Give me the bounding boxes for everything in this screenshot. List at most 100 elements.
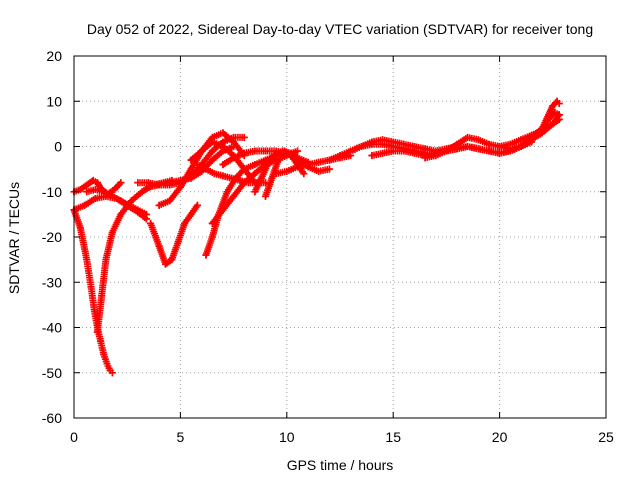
data-points bbox=[70, 97, 563, 377]
grid-lines bbox=[74, 56, 606, 418]
data-point bbox=[368, 152, 376, 160]
data-point bbox=[315, 167, 323, 175]
data-point bbox=[251, 188, 259, 196]
data-point bbox=[304, 161, 312, 169]
data-point bbox=[83, 188, 91, 196]
x-axis-label: GPS time / hours bbox=[287, 457, 394, 473]
data-point bbox=[208, 233, 216, 241]
data-point bbox=[496, 143, 504, 150]
data-point bbox=[485, 147, 493, 155]
data-point bbox=[315, 158, 323, 166]
data-point bbox=[76, 185, 84, 193]
data-point bbox=[379, 149, 387, 157]
data-point bbox=[453, 145, 461, 153]
data-point bbox=[210, 170, 218, 178]
data-point bbox=[379, 136, 387, 144]
data-point bbox=[174, 238, 182, 246]
y-axis-label: SDTVAR / TECUs bbox=[6, 182, 22, 294]
data-point bbox=[368, 138, 376, 146]
data-point bbox=[400, 140, 408, 148]
y-tick-label: -30 bbox=[42, 274, 62, 290]
data-point bbox=[76, 224, 84, 232]
data-point bbox=[347, 147, 355, 155]
data-point bbox=[155, 201, 163, 209]
data-point bbox=[142, 210, 150, 218]
data-point bbox=[208, 219, 216, 227]
data-point bbox=[474, 145, 482, 153]
data-point bbox=[147, 219, 155, 227]
data-point bbox=[227, 174, 235, 182]
data-point bbox=[538, 124, 546, 132]
data-point bbox=[432, 152, 440, 160]
data-point bbox=[555, 111, 563, 119]
data-point bbox=[325, 165, 333, 173]
data-point bbox=[230, 192, 238, 200]
data-point bbox=[91, 185, 99, 193]
data-point bbox=[506, 140, 514, 148]
data-point bbox=[144, 183, 152, 191]
data-point bbox=[272, 170, 280, 178]
x-tick-label: 20 bbox=[492, 429, 508, 445]
data-point bbox=[389, 138, 397, 146]
data-point bbox=[87, 283, 95, 291]
data-point bbox=[251, 161, 259, 169]
data-point bbox=[100, 351, 108, 359]
data-point bbox=[262, 192, 270, 200]
data-point bbox=[251, 147, 259, 155]
data-point bbox=[410, 143, 418, 150]
data-point bbox=[162, 260, 170, 268]
data-point bbox=[274, 156, 282, 164]
y-tick-label: -60 bbox=[42, 410, 62, 426]
data-point bbox=[262, 147, 270, 155]
data-point bbox=[93, 328, 101, 336]
data-point bbox=[108, 228, 116, 236]
data-point bbox=[223, 188, 231, 196]
data-point bbox=[198, 147, 206, 155]
series-arc-7 bbox=[147, 201, 201, 268]
point-marker bbox=[528, 109, 563, 141]
data-point bbox=[230, 154, 238, 162]
data-point bbox=[506, 147, 514, 155]
y-tick-label: 20 bbox=[46, 48, 62, 64]
data-point bbox=[240, 133, 248, 141]
data-point bbox=[400, 147, 408, 155]
data-point bbox=[125, 201, 133, 209]
data-point bbox=[421, 154, 429, 162]
x-tick-label: 10 bbox=[279, 429, 295, 445]
data-point bbox=[166, 179, 174, 187]
data-point bbox=[166, 197, 174, 205]
data-point bbox=[551, 109, 559, 117]
data-point bbox=[293, 147, 301, 155]
data-point bbox=[181, 219, 189, 227]
data-point bbox=[98, 292, 106, 300]
y-tick-label: -10 bbox=[42, 184, 62, 200]
data-point bbox=[389, 147, 397, 155]
data-point bbox=[89, 176, 97, 184]
data-point bbox=[410, 149, 418, 157]
data-point bbox=[251, 170, 259, 178]
data-point bbox=[270, 152, 278, 160]
x-tick-labels: 0 5 10 15 20 25 bbox=[70, 429, 614, 445]
data-point bbox=[138, 188, 146, 196]
data-point bbox=[117, 179, 125, 187]
series-arc-5 bbox=[83, 185, 150, 218]
data-point bbox=[268, 174, 276, 182]
data-point bbox=[219, 161, 227, 169]
y-tick-label: 10 bbox=[46, 93, 62, 109]
data-point bbox=[202, 165, 210, 173]
data-point bbox=[357, 143, 365, 150]
data-point bbox=[193, 201, 201, 209]
x-tick-label: 25 bbox=[598, 429, 614, 445]
data-point bbox=[496, 149, 504, 157]
point-marker bbox=[147, 201, 201, 268]
data-point bbox=[549, 102, 557, 110]
data-point bbox=[549, 120, 557, 128]
data-point bbox=[219, 172, 227, 180]
data-point bbox=[464, 143, 472, 150]
data-point bbox=[230, 138, 238, 146]
data-point bbox=[155, 181, 163, 189]
x-tick-label: 0 bbox=[70, 429, 78, 445]
data-point bbox=[257, 174, 265, 182]
data-point bbox=[244, 179, 252, 187]
data-point bbox=[517, 143, 525, 150]
